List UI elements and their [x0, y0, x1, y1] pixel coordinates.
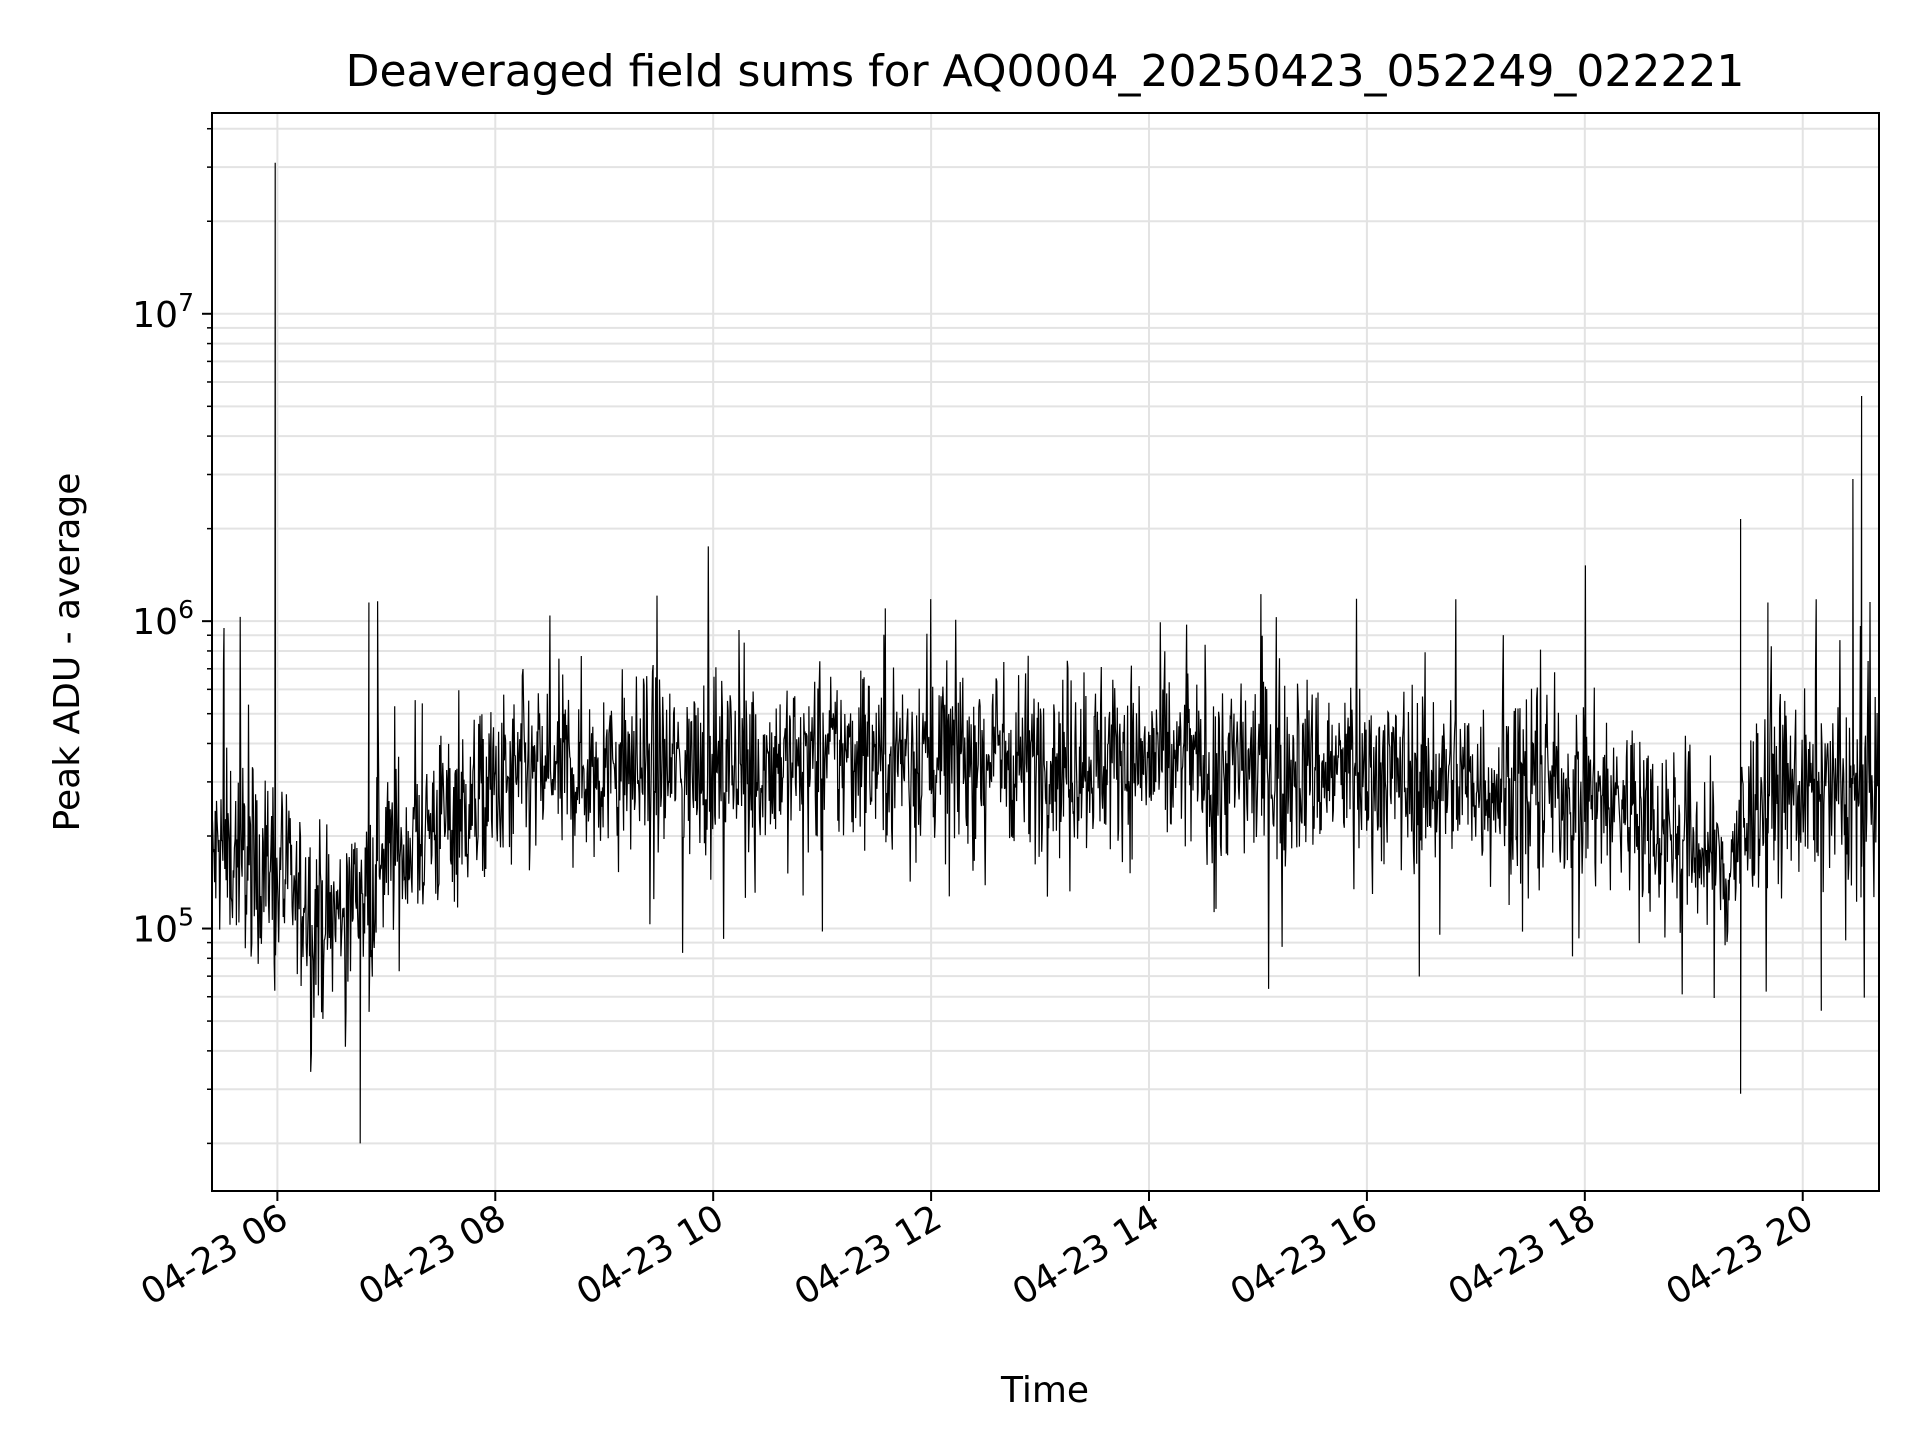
- plot-frame: [211, 112, 1880, 1192]
- axis-ticks: [202, 127, 1804, 1201]
- y-tick-label: 105: [132, 903, 194, 951]
- y-tick-label: 107: [132, 288, 194, 336]
- y-tick-label: 106: [132, 595, 194, 643]
- chart-title: Deaveraged field sums for AQ0004_2025042…: [346, 46, 1745, 97]
- data-series: [211, 162, 1880, 1144]
- y-axis-label: Peak ADU - average: [47, 473, 88, 832]
- series-line: [211, 162, 1880, 1144]
- x-axis-label: Time: [1000, 1370, 1089, 1411]
